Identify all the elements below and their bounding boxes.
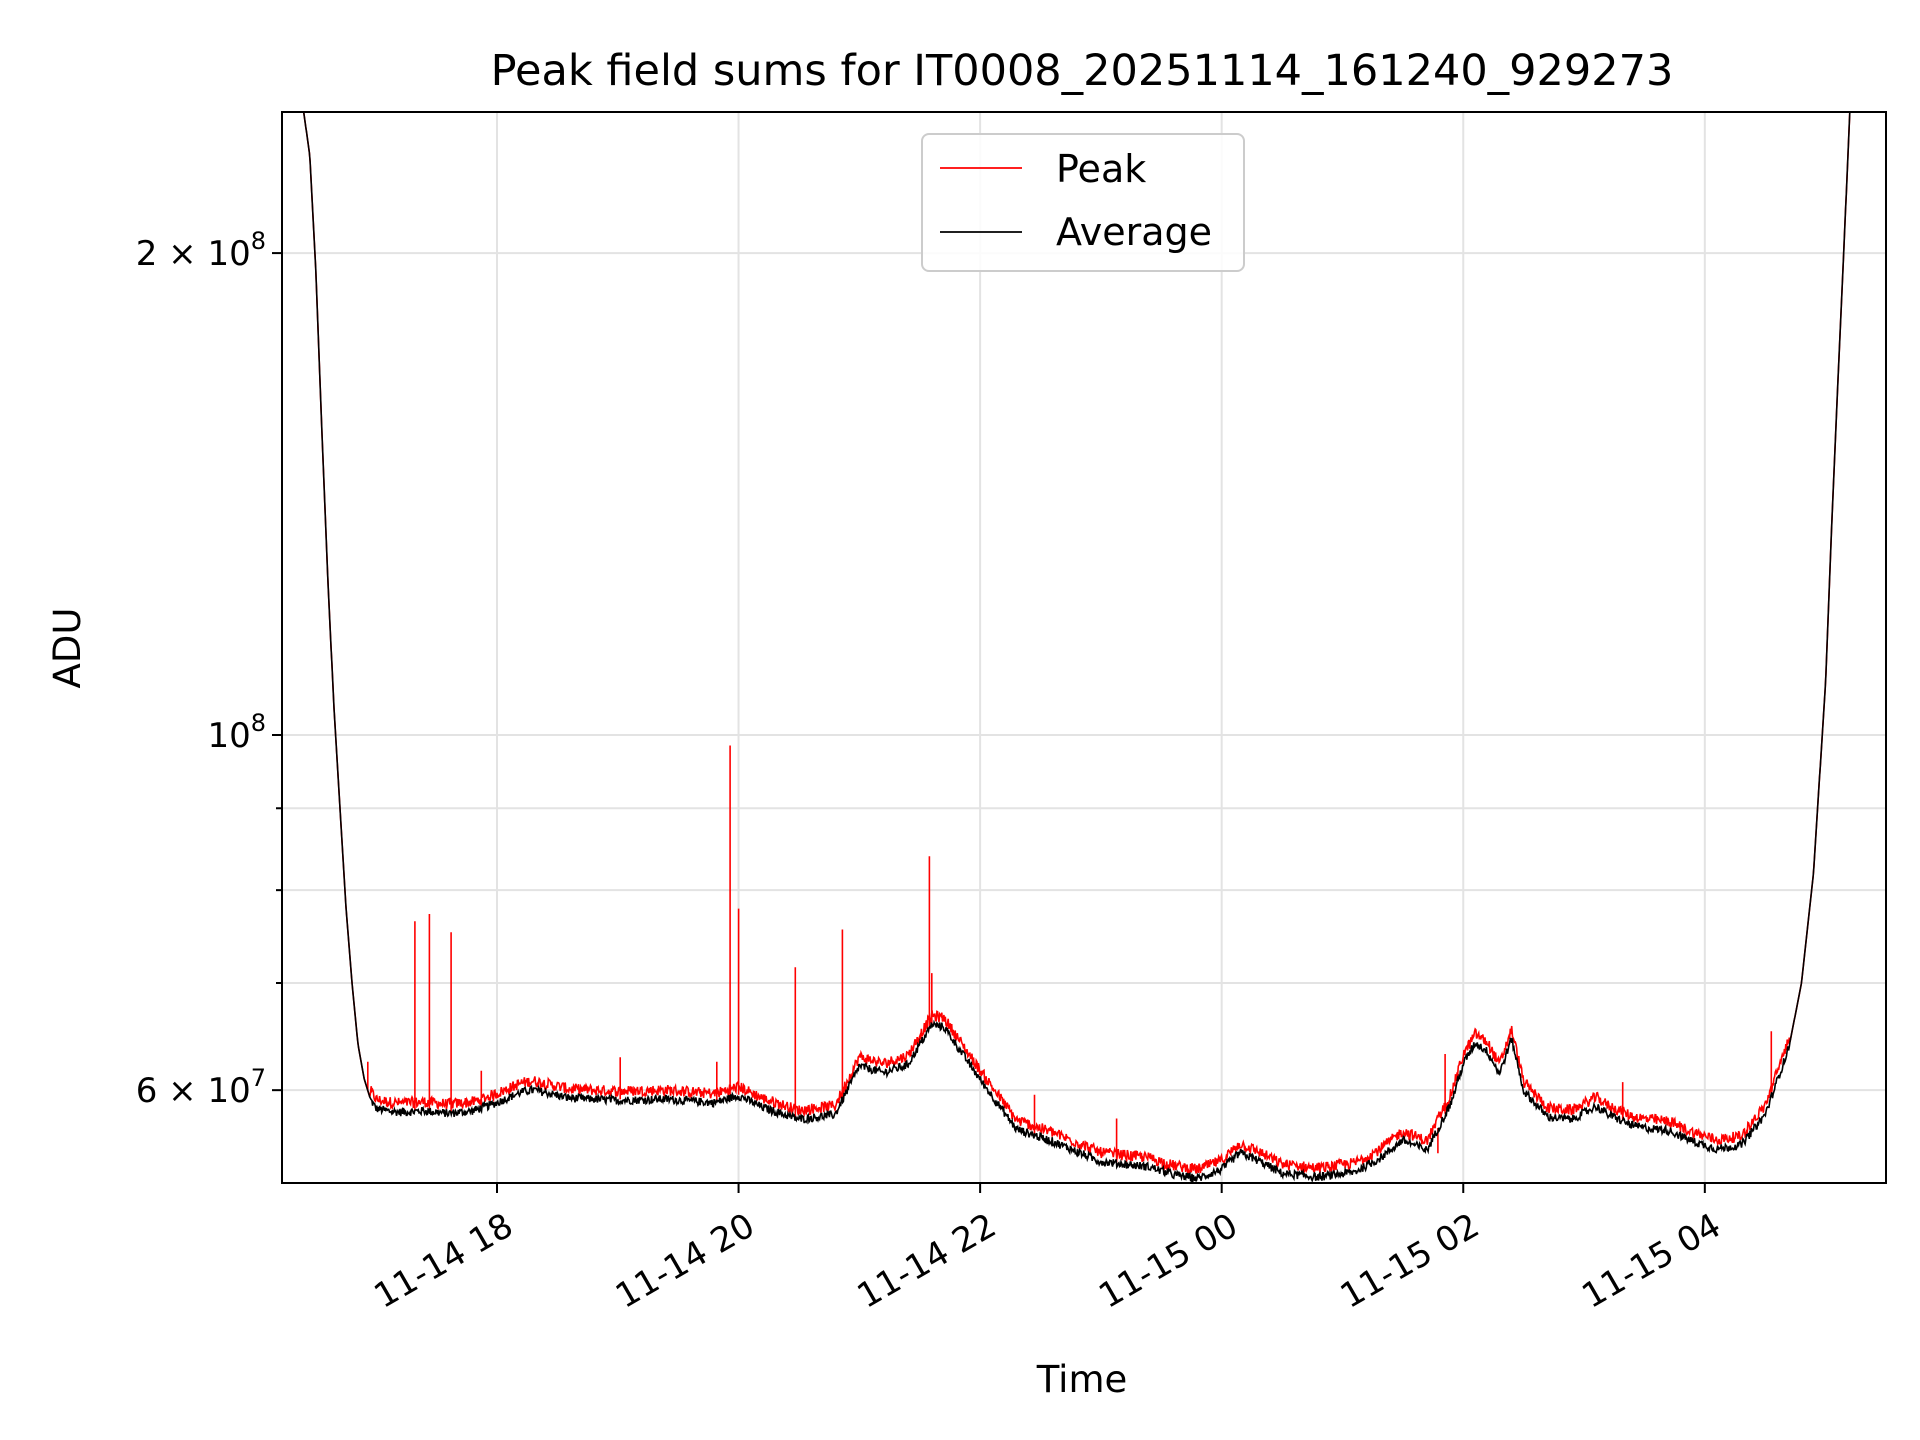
y-tick-label: 108 [207, 709, 266, 756]
legend-peak-label: Peak [1056, 147, 1146, 191]
plot-frame [281, 111, 1887, 1184]
legend-average-label: Average [1056, 210, 1212, 254]
y-axis-label: ADU [46, 608, 89, 689]
legend: Peak Average [921, 133, 1245, 272]
y-tick-label: 6 × 107 [136, 1064, 266, 1111]
y-tick-label: 2 × 108 [136, 227, 266, 274]
chart-title: Peak field sums for IT0008_20251114_1612… [491, 46, 1674, 96]
plot-area [302, 112, 1851, 1183]
average-series-line [302, 112, 1851, 1183]
x-axis-label: Time [1036, 1358, 1128, 1401]
peak-series-line [302, 112, 1851, 1175]
y-axis: 2 × 108 108 6 × 107 [136, 227, 282, 1111]
